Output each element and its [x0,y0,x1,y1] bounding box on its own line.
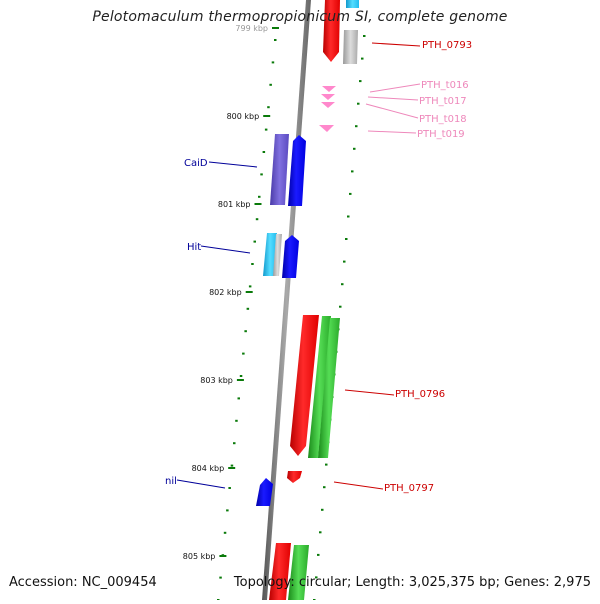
ruler-dot [230,464,234,467]
ruler-dot [325,463,328,466]
ruler-dot [235,419,238,422]
ruler-dot [351,170,354,173]
ruler-dot [321,508,324,511]
ruler-dot [339,305,342,308]
ruler-dot [363,35,366,37]
ruler-dot [323,486,326,489]
accession-text: Accession: NC_009454 [9,575,157,590]
gene-blue-801[interactable] [288,135,306,206]
label-nil: nil [165,476,177,487]
ruler-dot [341,283,344,286]
ruler-dot [246,307,250,310]
kbp-tick-label: 802 kbp [209,288,242,297]
label-pth-t019: PTH_t019 [417,129,465,140]
kbp-tick-label: 805 kbp [183,552,216,561]
gene-hit-blue[interactable] [282,235,299,278]
genome-summary-text: Topology: circular; Length: 3,025,375 bp… [233,575,591,590]
gene-805-green[interactable] [288,545,309,600]
ruler-dot [258,195,261,198]
ruler-dot [271,61,275,64]
gene-pth0793-red[interactable] [323,0,340,62]
gene-hit-gray[interactable] [273,234,282,276]
gene-pth0793-gray[interactable] [343,30,358,64]
trna-t016[interactable] [322,86,336,92]
ruler-dot [239,375,243,377]
gene-pth0797-red[interactable] [287,471,302,483]
ruler-dot [228,487,231,489]
trna-t017[interactable] [321,94,335,100]
label-pth-t016: PTH_t016 [421,80,469,91]
genome-title: Pelotomaculum thermopropionicum SI, comp… [92,9,508,25]
gene-hit-cyan[interactable] [263,233,277,276]
ruler-dot [343,260,346,263]
label-pth0793: PTH_0793 [422,40,472,51]
ruler-dot [244,330,247,333]
kbp-tick-label: 799 kbp [235,24,268,33]
ruler-dot [274,39,277,41]
kbp-tick-label: 801 kbp [218,200,251,209]
ruler-dot [315,576,318,579]
genome-backbone [262,0,311,600]
ruler-dot [219,576,222,579]
outer-dotted-ruler [313,35,366,601]
ruler-dot [262,151,266,153]
ruler-dot [264,128,268,131]
trna-t019[interactable] [319,125,334,132]
ruler-dot [355,125,358,128]
ruler-dot [353,147,356,150]
gene-805-red[interactable] [269,543,291,600]
ruler-dot [359,80,362,83]
ruler-dot [233,442,236,445]
ruler-dot [345,238,348,240]
ruler-dot [260,173,263,176]
ruler-dot [269,83,272,86]
gene-pth0796-red[interactable] [290,315,319,456]
ruler-dot [251,263,254,265]
ruler-dot [357,102,360,105]
gene-pth0793-cyan[interactable] [346,0,359,8]
trna-t018[interactable] [321,102,335,108]
ruler-dot [237,397,240,400]
ruler-dot [253,240,256,243]
ruler-dot [347,215,350,218]
ruler-dot [349,192,352,195]
kbp-tick-label: 800 kbp [227,112,260,121]
ruler-dot [317,553,320,556]
gene-pth0796-green-a[interactable] [308,316,331,458]
ruler-dot [319,531,322,534]
label-pth0797: PTH_0797 [384,483,434,494]
ruler-dot [242,352,245,355]
label-caid: CaiD [184,158,208,169]
gene-caid[interactable] [270,134,289,205]
gene-pth0796-green-b[interactable] [318,318,340,458]
label-pth0796: PTH_0796 [395,389,445,400]
kbp-ticks: 799 kbp 800 kbp 801 kbp 802 kbp 803 kbp 804 k… [183,24,279,561]
ruler-dot [226,509,229,512]
gene-nil-blue[interactable] [256,478,273,506]
ruler-dot [267,106,270,109]
label-pth-t017: PTH_t017 [419,96,467,107]
callout-lines [176,42,421,490]
ruler-dot [361,57,364,60]
ruler-dot [255,218,259,221]
label-pth-t018: PTH_t018 [419,114,467,125]
kbp-tick-label: 803 kbp [200,376,233,385]
ruler-dot [223,531,227,534]
kbp-tick-label: 804 kbp [192,464,225,473]
inner-dotted-ruler [217,39,277,601]
label-hit: Hit [187,242,201,253]
ruler-dot [248,285,252,288]
